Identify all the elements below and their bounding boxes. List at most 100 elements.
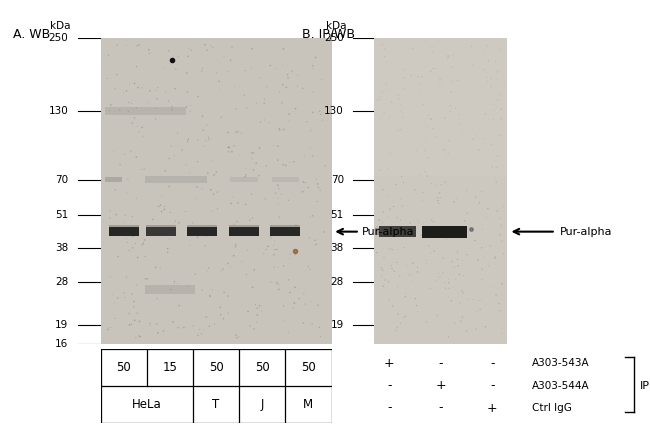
Point (278, 126, 289, 133)
Point (124, 80, 135, 87)
Point (406, 277, 416, 284)
Point (167, 103, 177, 110)
Point (260, 196, 270, 202)
Point (452, 256, 463, 263)
Point (444, 53, 454, 60)
Point (426, 180, 437, 187)
Point (140, 253, 150, 260)
Point (131, 334, 141, 341)
Point (229, 221, 239, 228)
Point (415, 80, 426, 87)
Point (481, 94, 491, 100)
Point (477, 276, 488, 283)
Text: 51: 51 (331, 210, 344, 220)
Point (386, 262, 396, 269)
Point (283, 329, 293, 336)
Point (228, 252, 239, 259)
Point (134, 128, 144, 135)
Point (417, 189, 428, 196)
Point (419, 101, 429, 108)
Point (269, 264, 280, 271)
Point (247, 215, 257, 221)
Point (432, 197, 443, 204)
Point (109, 147, 119, 154)
Point (470, 237, 480, 244)
Point (479, 47, 489, 54)
Point (207, 207, 217, 214)
Point (307, 65, 318, 72)
Point (179, 324, 189, 331)
Point (129, 298, 139, 305)
Point (384, 278, 394, 285)
Point (292, 72, 303, 79)
Point (184, 170, 194, 176)
Point (421, 261, 432, 267)
Point (422, 173, 432, 179)
Point (376, 265, 387, 272)
Point (120, 212, 131, 218)
Point (153, 203, 164, 210)
Point (475, 306, 486, 313)
Point (276, 191, 287, 198)
Point (303, 263, 313, 270)
Point (393, 127, 404, 133)
Text: 16: 16 (55, 339, 68, 349)
Point (474, 297, 485, 304)
Point (144, 322, 155, 329)
Point (224, 144, 235, 151)
Point (103, 326, 113, 333)
Point (139, 237, 150, 244)
Point (432, 312, 443, 319)
Point (428, 65, 439, 72)
Point (450, 226, 461, 233)
Point (398, 244, 409, 251)
Point (374, 96, 385, 103)
Point (471, 326, 482, 332)
Text: 250: 250 (49, 33, 68, 43)
Point (254, 302, 265, 309)
Point (143, 99, 153, 106)
Point (153, 84, 163, 91)
Point (137, 241, 148, 248)
Point (306, 298, 316, 305)
Text: 51: 51 (55, 210, 68, 220)
Point (278, 45, 289, 52)
Point (231, 334, 242, 341)
Point (280, 317, 290, 324)
Point (424, 68, 435, 75)
Point (391, 327, 401, 334)
Point (196, 68, 207, 74)
Point (164, 48, 174, 54)
Point (187, 219, 198, 226)
Point (106, 102, 116, 108)
Point (125, 248, 136, 255)
Point (129, 80, 140, 87)
Point (387, 303, 398, 309)
Point (491, 292, 501, 298)
Point (203, 170, 213, 176)
Text: M: M (304, 398, 313, 411)
Point (105, 324, 116, 331)
Point (394, 95, 404, 102)
Point (393, 92, 403, 99)
Point (480, 323, 491, 330)
Point (486, 75, 496, 82)
Point (151, 87, 162, 94)
Point (437, 147, 448, 154)
Point (384, 245, 394, 252)
Point (441, 236, 451, 243)
Text: A303-543A: A303-543A (532, 358, 590, 368)
Point (181, 70, 192, 76)
Point (264, 119, 274, 126)
Point (393, 311, 404, 318)
Point (380, 53, 390, 60)
Point (223, 144, 233, 151)
Point (119, 219, 129, 226)
Point (272, 246, 282, 253)
Point (182, 139, 192, 146)
Point (420, 135, 430, 142)
Point (379, 110, 389, 117)
Point (247, 150, 257, 156)
Point (386, 99, 396, 106)
Bar (229, 225, 259, 227)
